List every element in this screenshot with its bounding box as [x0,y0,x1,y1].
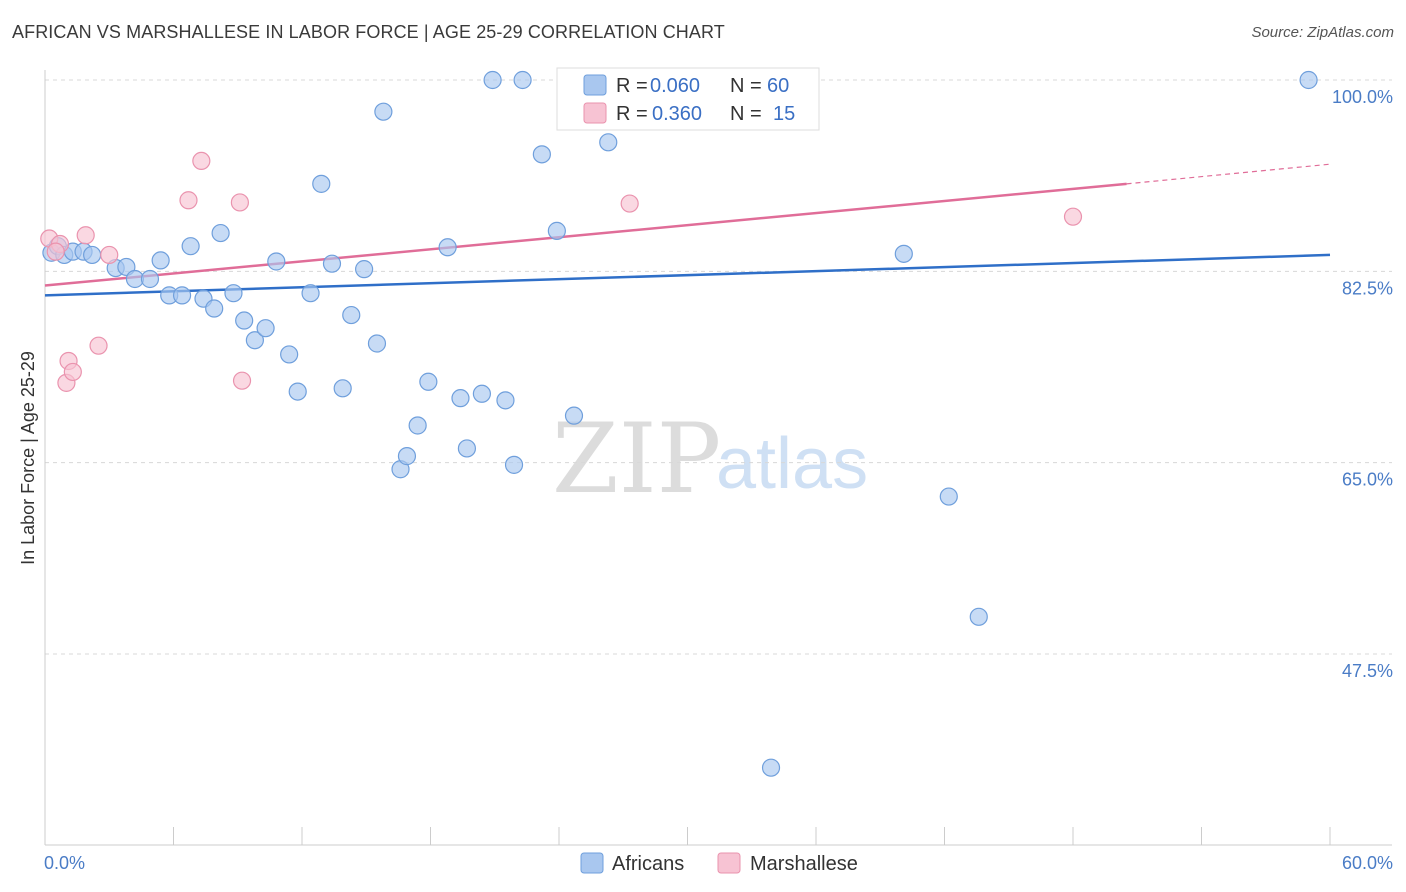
legend-africans-swatch [580,852,604,874]
africans-point [397,447,417,466]
africans-point [355,260,374,279]
marshallese-point [179,191,198,210]
y-tick-label: 47.5% [1342,661,1393,681]
axes [44,70,1392,846]
y-tick-label: 65.0% [1342,470,1393,490]
africans-point [322,254,342,273]
marshallese-point [620,194,639,213]
africans-point [457,439,477,458]
africans-point [451,389,470,408]
x-tick-label-min: 0.0% [44,853,85,873]
y-tick-label: 100.0% [1332,87,1393,107]
legend-marshallese-label: Marshallese [750,853,858,875]
africans-point [894,244,913,263]
africans-point [547,221,566,240]
marshallese-trend-extension [1126,163,1331,185]
watermark-atlas: atlas [716,424,868,504]
marshallese-point [1063,207,1083,226]
africans-point [256,319,275,338]
africans-point [1299,70,1318,90]
africans-point [408,416,427,435]
africans-point [181,237,200,256]
africans-point [419,372,438,391]
africans-point [211,223,230,243]
africans-point [438,238,457,257]
africans-point [205,299,224,318]
africans-point [267,252,286,271]
africans-point [532,145,551,164]
africans-point [342,305,361,325]
marshallese-n-label: N = [730,103,762,125]
africans-point [367,334,387,353]
africans-point [504,455,524,474]
africans-point [333,379,352,398]
africans-point [472,384,491,403]
africans-point [172,286,192,305]
africans-r-value: 0.060 [650,75,700,97]
africans-n-value: 60 [767,75,789,97]
africans-point [939,487,958,506]
marshallese-point [63,362,82,382]
africans-r-label: R = [616,75,648,97]
africans-point [140,269,160,289]
chart-title: AFRICAN VS MARSHALLESE IN LABOR FORCE | … [12,22,725,42]
gridlines [45,79,1392,655]
africans-point [245,331,264,350]
marshallese-trend-line [44,182,1127,287]
africans-point [969,607,988,626]
africans-point [224,284,243,303]
africans-point [761,758,781,777]
marshallese-r-value: 0.360 [652,103,702,125]
stats-legend: R = 0.060 N = 60 R = 0.360 N = 15 [556,67,820,131]
series-legend: Africans Marshallese [580,852,858,875]
marshallese-point [46,242,65,261]
legend-africans-label: Africans [612,853,684,875]
africans-point [151,251,170,270]
marshallese-point [100,245,119,265]
y-axis-label: In Labor Force | Age 25-29 [18,351,38,565]
trend-lines [44,163,1331,297]
africans-point [496,391,515,410]
marshallese-point [232,371,252,390]
africans-point [288,382,307,401]
y-tick-label: 82.5% [1342,278,1393,298]
africans-swatch [583,74,607,96]
marshallese-point [230,193,249,212]
marshallese-r-label: R = [616,103,648,125]
africans-point [599,133,618,152]
marshallese-point [89,336,108,355]
africans-point [513,70,532,90]
africans-n-label: N = [730,75,762,97]
marshallese-n-value: 15 [773,103,795,125]
marshallese-swatch [583,102,607,124]
x-tick-label-max: 60.0% [1342,853,1393,873]
africans-point [83,245,102,265]
africans-point [280,345,299,364]
tick-labels: 100.0% 82.5% 65.0% 47.5% 0.0% 60.0% [44,87,1393,873]
marshallese-point [192,151,211,171]
africans-point [235,311,254,330]
source-label: Source: ZipAtlas.com [1251,24,1394,41]
marshallese-point [76,226,95,245]
africans-point [312,174,331,193]
africans-point [564,406,584,425]
africans-point [483,70,502,90]
africans-point [374,102,393,121]
africans-trend-line [44,253,1331,297]
africans-point [301,284,320,303]
legend-marshallese-swatch [717,852,741,874]
